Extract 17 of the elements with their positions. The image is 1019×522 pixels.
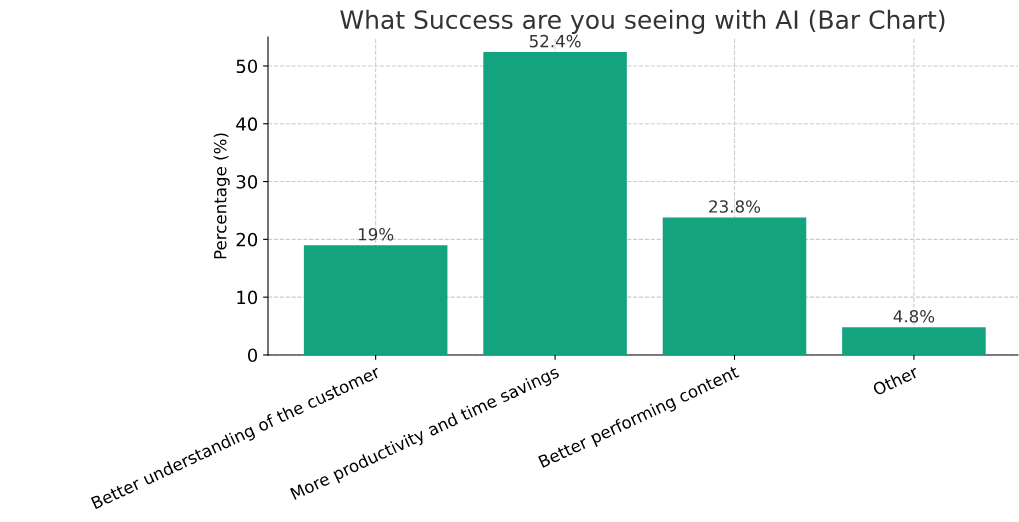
x-tick-label: Other [871, 364, 920, 396]
y-axis-title: Percentage (%) [213, 133, 230, 259]
data-label: 23.8% [709, 200, 761, 213]
data-label: 4.8% [893, 309, 935, 323]
bar [842, 327, 986, 355]
y-tick-label: 40 [236, 117, 258, 131]
y-tick-label: 20 [236, 232, 258, 247]
chart-title: What Success are you seeing with AI (Bar Chart) [340, 9, 945, 34]
y-tick-label: 30 [236, 175, 258, 189]
y-tick-label: 50 [236, 59, 258, 74]
y-tick-label: 10 [237, 290, 258, 305]
data-label: 52.4% [529, 34, 581, 48]
bar [662, 217, 807, 355]
bar [303, 245, 448, 355]
data-label: 19% [358, 227, 394, 241]
y-tick-label: 0 [247, 348, 258, 363]
bar [483, 52, 627, 355]
